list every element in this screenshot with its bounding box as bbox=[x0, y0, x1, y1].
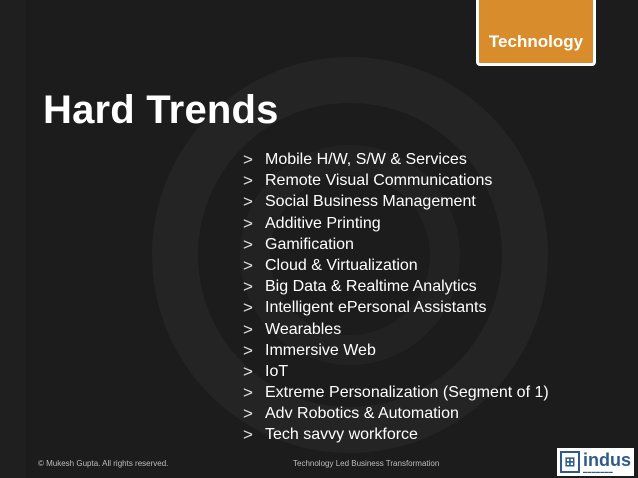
chevron-right-icon: > bbox=[243, 361, 253, 381]
list-item: > Intelligent ePersonal Assistants bbox=[243, 298, 487, 318]
list-item: > Social Business Management bbox=[243, 192, 476, 212]
chevron-right-icon: > bbox=[243, 383, 253, 403]
section-tab-label: Technology bbox=[488, 32, 584, 51]
slide-title: Hard Trends bbox=[43, 88, 279, 132]
list-item: > IoT bbox=[243, 361, 289, 381]
list-item: > Gamification bbox=[243, 234, 354, 254]
list-item: > Tech savvy workforce bbox=[243, 425, 418, 445]
list-item: > Remote Visual Communications bbox=[243, 171, 493, 191]
chevron-right-icon: > bbox=[243, 340, 253, 360]
footer-copyright: © Mukesh Gupta. All rights reserved. bbox=[38, 459, 169, 468]
list-item: > Additive Printing bbox=[243, 213, 381, 233]
list-item: > Big Data & Realtime Analytics bbox=[243, 277, 477, 297]
chevron-right-icon: > bbox=[243, 150, 253, 169]
list-item: > Cloud & Virtualization bbox=[243, 255, 418, 275]
chevron-right-icon: > bbox=[243, 234, 253, 254]
chevron-right-icon: > bbox=[243, 213, 253, 233]
chevron-right-icon: > bbox=[243, 298, 253, 318]
chevron-right-icon: > bbox=[243, 171, 253, 191]
logo-mark-icon: ⊞ bbox=[560, 451, 580, 473]
chevron-right-icon: > bbox=[243, 255, 253, 275]
chevron-right-icon: > bbox=[243, 319, 253, 339]
list-item: > Mobile H/W, S/W & Services bbox=[243, 150, 467, 169]
chevron-right-icon: > bbox=[243, 277, 253, 297]
chevron-right-icon: > bbox=[243, 404, 253, 424]
chevron-right-icon: > bbox=[243, 425, 253, 445]
section-tab: Technology bbox=[476, 0, 596, 66]
chevron-right-icon: > bbox=[243, 192, 253, 212]
footer-tagline: Technology Led Business Transformation bbox=[293, 459, 440, 468]
list-item: > Wearables bbox=[243, 319, 342, 339]
list-item: > Immersive Web bbox=[243, 340, 376, 360]
list-item: > Extreme Personalization (Segment of 1) bbox=[243, 383, 549, 403]
logo-tagline-graphic: ▬▬▬▬▬▬▬ bbox=[583, 468, 614, 474]
trend-list: > Mobile H/W, S/W & Services > Remote Visu… bbox=[243, 149, 549, 446]
list-item: > Adv Robotics & Automation bbox=[243, 404, 459, 424]
indus-logo: ⊞ indus ▬▬▬▬▬▬▬ bbox=[557, 448, 634, 476]
logo-wordmark: indus bbox=[583, 449, 631, 470]
